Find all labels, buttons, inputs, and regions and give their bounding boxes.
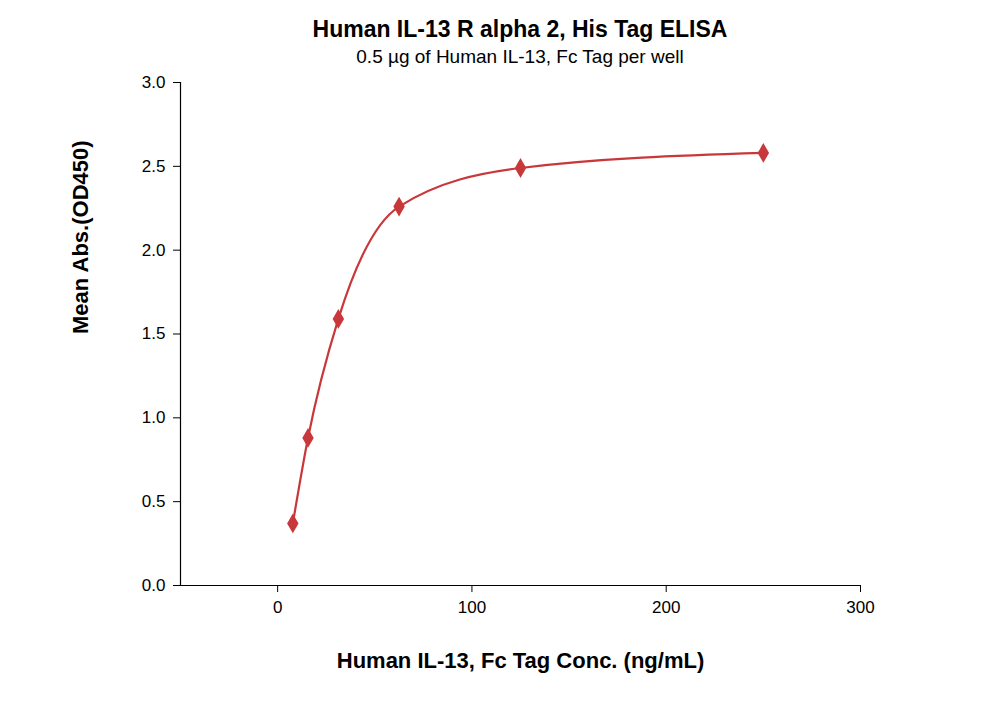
svg-text:300: 300 (846, 598, 874, 617)
svg-text:0: 0 (273, 598, 282, 617)
svg-text:2.0: 2.0 (142, 241, 166, 260)
svg-text:1.0: 1.0 (142, 408, 166, 427)
svg-text:0.5: 0.5 (142, 492, 166, 511)
svg-text:0.0: 0.0 (142, 576, 166, 595)
svg-text:3.0: 3.0 (142, 73, 166, 92)
svg-text:200: 200 (652, 598, 680, 617)
svg-text:Mean Abs.(OD450): Mean Abs.(OD450) (68, 140, 93, 334)
html-text:0.5 µg of Human IL-13, Fc Tag: 0.5 µg of Human IL-13, Fc Tag per well (356, 46, 684, 67)
svg-text:100: 100 (458, 598, 486, 617)
svg-text:Human IL-13, Fc Tag Conc. (ng/: Human IL-13, Fc Tag Conc. (ng/mL) (337, 648, 705, 673)
html-text:Human IL-13 R alpha 2, His Tag: Human IL-13 R alpha 2, His Tag ELISA (312, 16, 728, 42)
svg-text:1.5: 1.5 (142, 324, 166, 343)
svg-text:2.5: 2.5 (142, 157, 166, 176)
